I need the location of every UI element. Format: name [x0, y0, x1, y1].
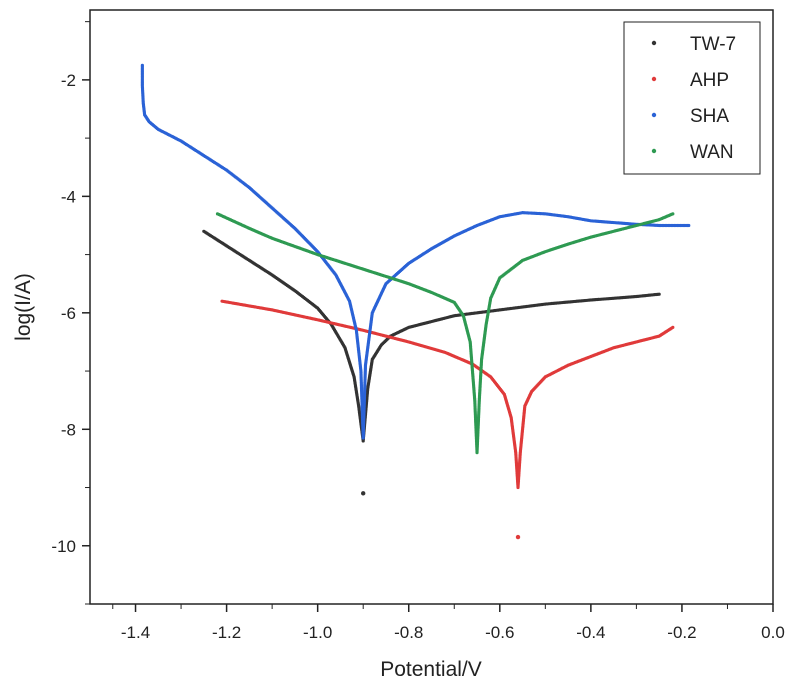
y-tick-label: -2: [61, 71, 76, 90]
legend-marker: [651, 148, 657, 154]
y-tick-label: -6: [61, 304, 76, 323]
series-layer: [140, 63, 691, 540]
legend-label: SHA: [690, 106, 729, 127]
series-tw-7: [202, 229, 661, 496]
series-wan: [215, 212, 675, 455]
legend-marker: [651, 40, 657, 46]
x-tick-label: -1.4: [121, 623, 150, 642]
data-point: [657, 292, 661, 296]
series-sha: [140, 63, 691, 440]
plot-frame: [89, 9, 774, 605]
outlier-point: [361, 491, 366, 496]
legend: TW-7 AHP SHA WAN: [623, 21, 761, 175]
x-tick-label: -0.8: [394, 623, 423, 642]
legend-marker: [651, 76, 657, 82]
y-axis-title: log(I/A): [12, 273, 35, 341]
y-tick-label: -4: [61, 187, 76, 206]
data-point: [671, 212, 675, 216]
x-tick-label: -0.4: [576, 623, 605, 642]
x-tick-label: -0.6: [485, 623, 514, 642]
legend-marker: [651, 112, 657, 118]
data-point: [671, 325, 675, 329]
legend-label: WAN: [690, 142, 734, 163]
x-axis-title: Potential/V: [380, 658, 482, 681]
series-ahp: [220, 299, 675, 540]
x-tick-label: -0.2: [667, 623, 696, 642]
x-axis: -1.4 -1.2 -1.0 -0.8 -0.6 -0.4 -0.2 0.0: [112, 604, 785, 642]
data-point: [687, 223, 691, 228]
y-tick-label: -8: [61, 420, 76, 439]
outlier-point: [515, 534, 521, 540]
y-tick-label: -10: [51, 537, 76, 556]
legend-box: [623, 21, 761, 175]
x-tick-label: -1.0: [303, 623, 332, 642]
legend-label: TW-7: [690, 34, 736, 55]
x-tick-label: -1.2: [212, 623, 241, 642]
y-axis: -2 -4 -6 -8 -10: [51, 21, 90, 605]
x-tick-label: 0.0: [761, 623, 785, 642]
legend-label: AHP: [690, 70, 729, 91]
